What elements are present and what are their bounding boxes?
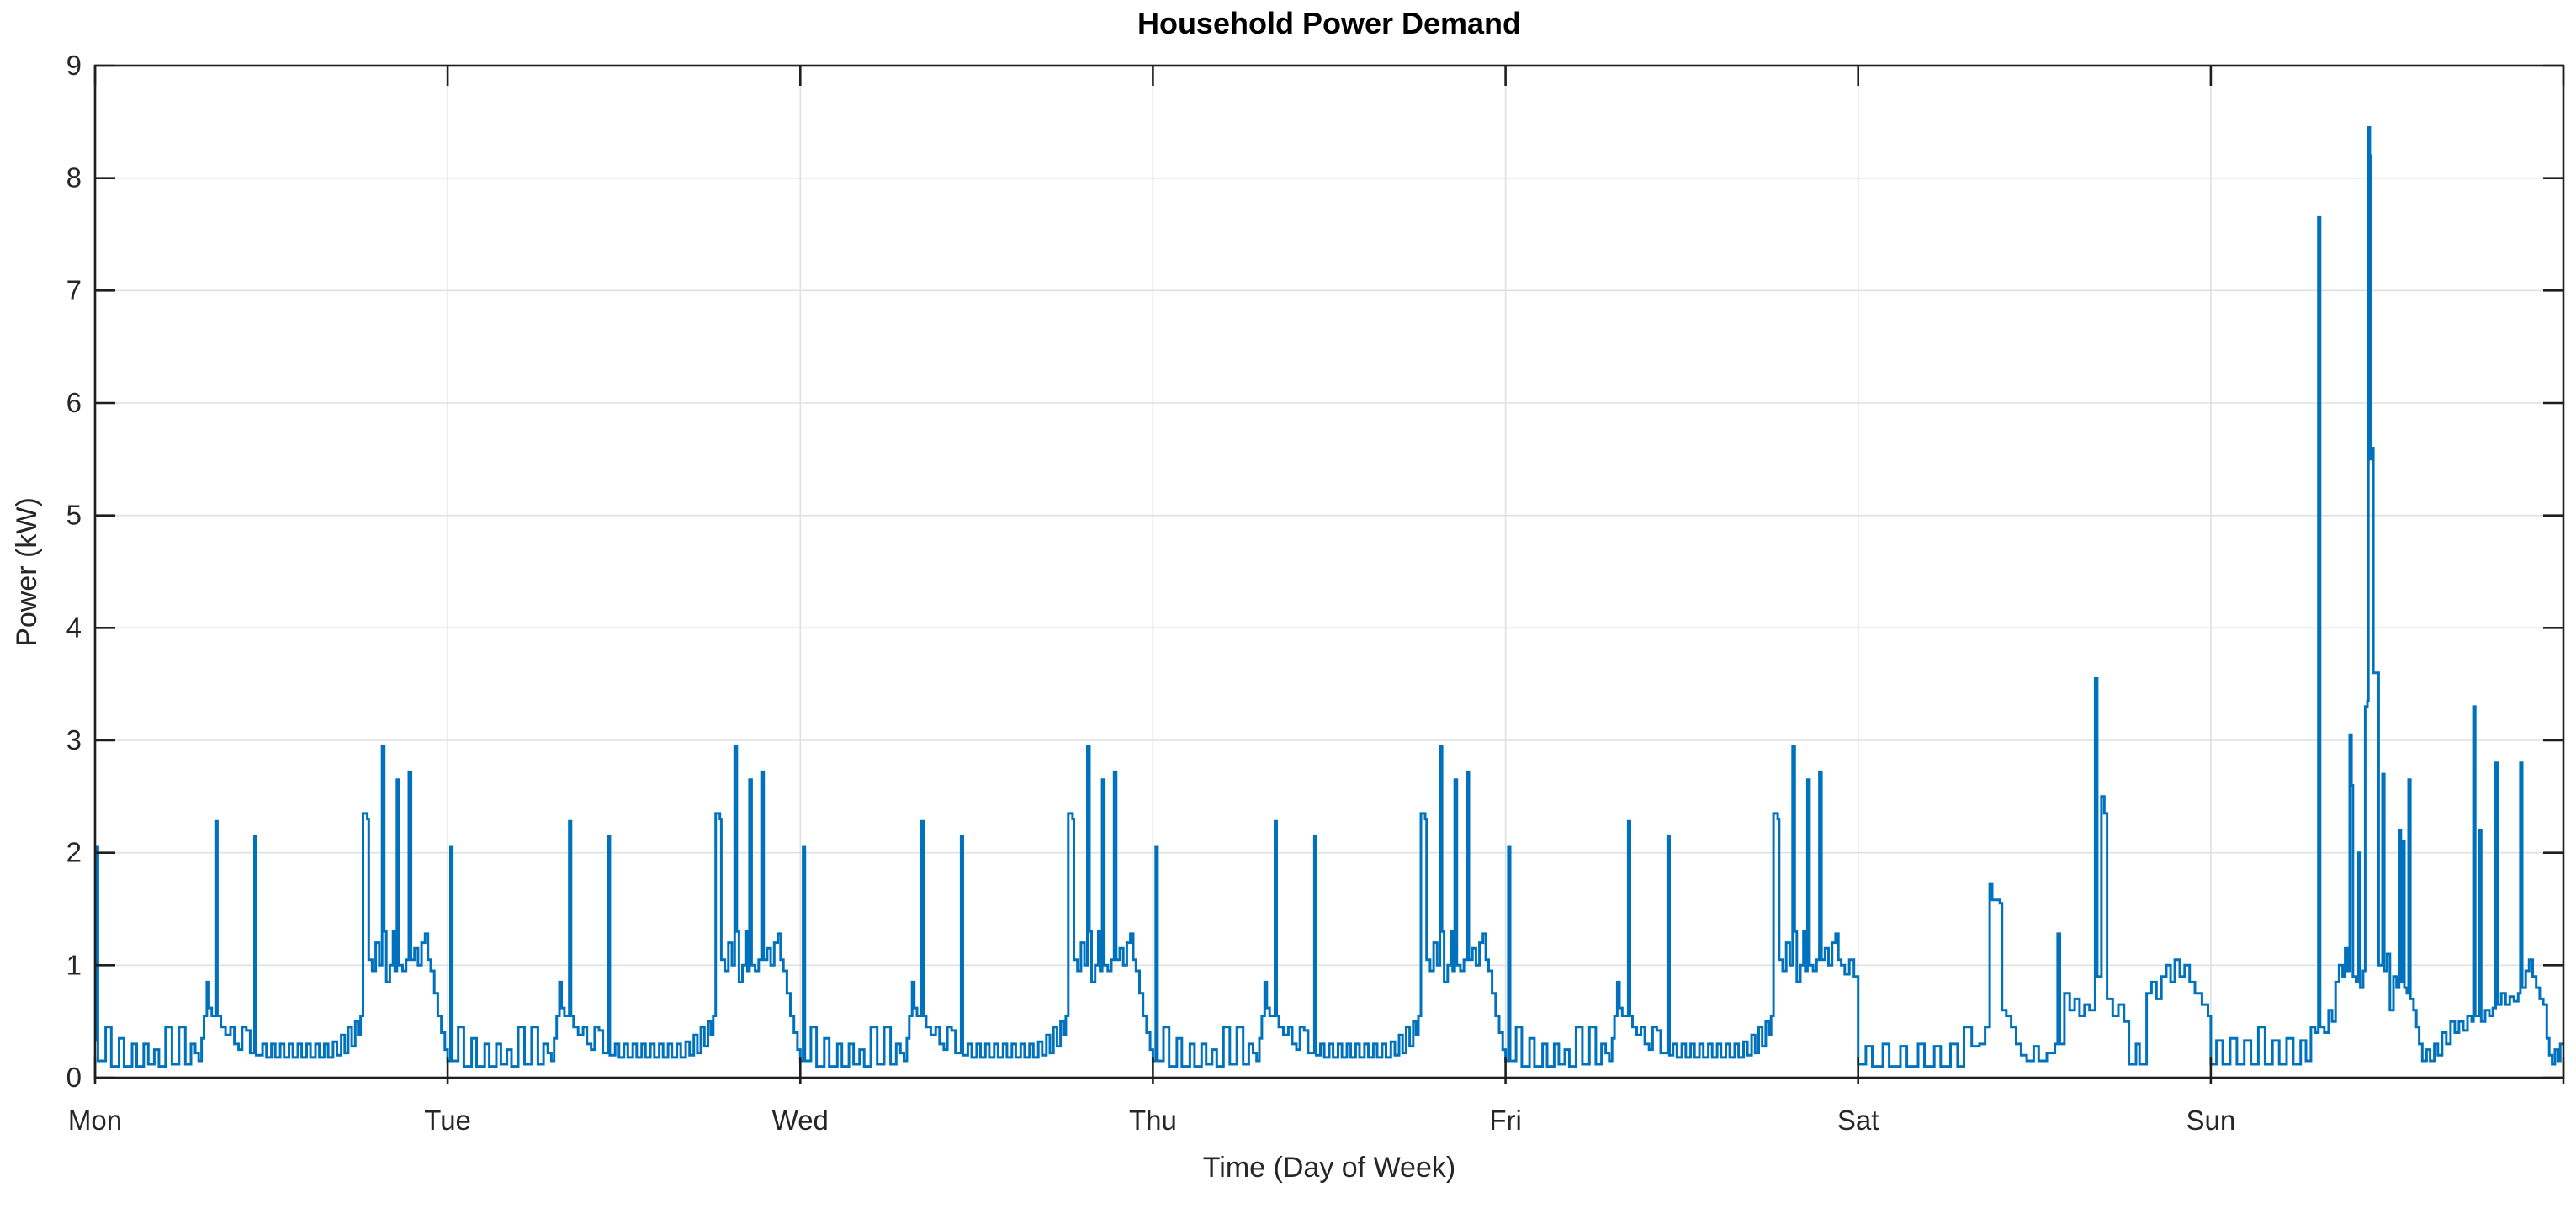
x-tick-label-fri: Fri (1489, 1105, 1521, 1136)
y-tick-label-3: 3 (66, 724, 82, 755)
x-tick-label-mon: Mon (68, 1105, 122, 1136)
y-tick-label-4: 4 (66, 612, 82, 643)
x-tick-label-wed: Wed (772, 1105, 829, 1136)
x-tick-label-thu: Thu (1129, 1105, 1177, 1136)
x-tick-label-sat: Sat (1837, 1105, 1879, 1136)
axes-box (93, 64, 2565, 1079)
y-tick-label-6: 6 (66, 387, 82, 418)
x-tick-label-sun: Sun (2186, 1105, 2236, 1136)
x-tick-label-tue: Tue (424, 1105, 471, 1136)
y-tick-label-7: 7 (66, 274, 82, 305)
y-tick-label-2: 2 (66, 837, 82, 868)
x-axis-label: Time (Day of Week) (1202, 1152, 1456, 1184)
tick-marks (93, 64, 2565, 1084)
y-tick-label-1: 1 (66, 949, 82, 980)
chart-title: Household Power Demand (1137, 6, 1522, 40)
y-tick-label-0: 0 (66, 1062, 82, 1093)
power-demand-series-line (94, 126, 2563, 1068)
y-tick-label-9: 9 (66, 50, 82, 81)
y-axis-label: Power (kW) (11, 497, 43, 647)
y-tick-label-5: 5 (66, 500, 82, 531)
y-tick-label-8: 8 (66, 162, 82, 193)
grid-lines (95, 66, 2563, 1078)
